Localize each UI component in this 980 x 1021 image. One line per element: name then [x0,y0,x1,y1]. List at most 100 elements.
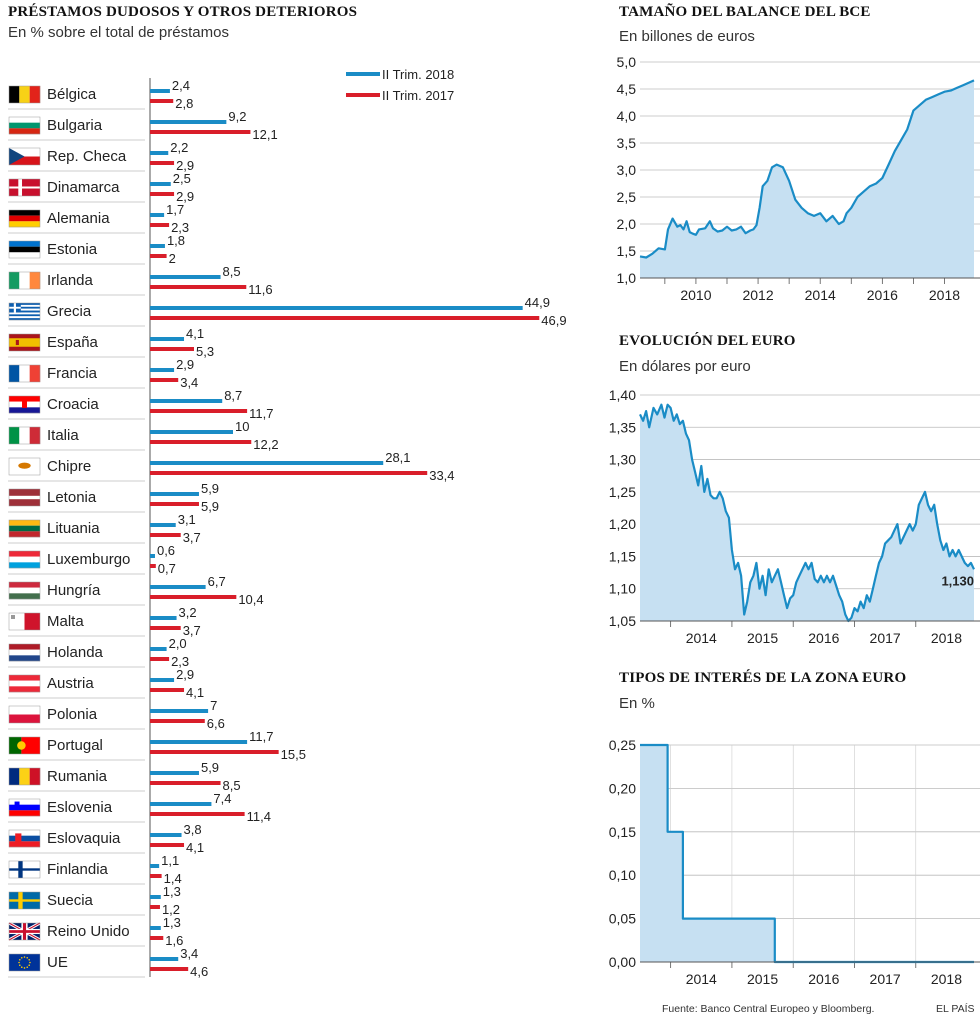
value-label-2018: 3,8 [184,822,202,837]
value-label-2018: 44,9 [525,295,550,310]
source-note: Fuente: Banco Central Europeo y Bloomber… [662,1003,875,1015]
x-tick-label: 2016 [808,971,839,987]
value-label-2018: 2,9 [176,357,194,372]
value-label-2018: 8,7 [224,388,242,403]
value-label-2018: 2,2 [170,140,188,155]
bar-2018 [150,151,169,155]
bar-2017 [150,967,189,971]
bar-2017 [150,254,167,258]
country-label: España [47,334,99,351]
flag-germany [8,209,41,228]
country-label: Croacia [47,396,99,413]
bar-2018 [150,275,221,279]
flag-belgium [8,85,41,104]
value-label-2017: 11,6 [248,282,272,297]
country-label: Hungría [47,582,101,599]
bar-2018 [150,306,523,310]
country-label: Austria [47,675,94,692]
y-tick-label: 1,10 [609,581,636,597]
value-label-2017: 4,1 [186,685,204,700]
credit: EL PAÍS [936,1003,975,1015]
bar-2017 [150,502,199,506]
legend-label-2018: II Trim. 2018 [382,67,454,82]
bar-2017 [150,316,540,320]
value-label-2018: 7,4 [213,791,231,806]
bar-2017 [150,812,245,816]
y-tick-label: 2,5 [617,189,637,205]
legend: II Trim. 2018 II Trim. 2017 [346,67,454,103]
value-label-2018: 0,6 [157,543,175,558]
bar-2018 [150,523,176,527]
country-label: Lituania [47,520,100,537]
y-tick-label: 5,0 [617,54,637,70]
bar-2017 [150,99,174,103]
bar-2017 [150,533,181,537]
value-label-2017: 2,8 [175,96,193,111]
flag-denmark [8,178,41,197]
country-label: Dinamarca [47,179,120,196]
value-label-2017: 2 [169,251,176,266]
bar-2018 [150,430,233,434]
value-label-2018: 1,1 [161,853,179,868]
y-tick-label: 0,05 [609,911,636,927]
bar-2017 [150,347,194,351]
bar-2018 [150,709,209,713]
bar-2017 [150,719,205,723]
country-label: Rumania [47,768,108,785]
value-label-2017: 6,6 [207,716,225,731]
value-label-2018: 3,2 [179,605,197,620]
x-tick-label: 2012 [742,287,773,303]
country-label: Alemania [47,210,110,227]
rates-chart-subtitle: En % [619,695,655,712]
bar-2017 [150,843,185,847]
bar-2017 [150,564,156,568]
bar-2018 [150,740,248,744]
x-tick-label: 2016 [808,630,839,646]
series-line [639,403,975,623]
balance-chart-title: TAMAÑO DEL BALANCE DEL BCE [619,4,871,20]
flag-france [8,364,41,383]
country-label: Letonia [47,489,97,506]
y-tick-label: 4,0 [617,108,637,124]
bar-chart-subtitle: En % sobre el total de préstamos [8,24,229,41]
x-tick-label: 2018 [931,971,962,987]
y-tick-label: 1,5 [617,243,637,259]
value-label-2018: 2,5 [173,171,191,186]
bar-2018 [150,864,160,868]
value-label-2017: 2,9 [176,189,194,204]
bar-2017 [150,750,279,754]
y-tick-label: 0,15 [609,824,636,840]
value-label-2018: 2,0 [169,636,187,651]
flag-bulgaria [8,116,41,135]
flag-hungary [8,581,41,600]
country-label: Eslovaquia [47,830,121,847]
bar-2017 [150,781,221,785]
bar-2018 [150,926,161,930]
bar-2018 [150,182,171,186]
rates-chart-title: TIPOS DE INTERÉS DE LA ZONA EURO [619,670,907,686]
y-tick-label: 1,35 [609,419,636,435]
value-label-2017: 3,7 [183,623,201,638]
legend-label-2017: II Trim. 2017 [382,88,454,103]
last-value-annotation: 1,130 [941,573,974,588]
flag-romania [8,767,41,786]
value-label-2017: 4,6 [190,964,208,979]
bar-2017 [150,936,164,940]
value-label-2018: 11,7 [249,729,273,744]
value-label-2017: 2,3 [171,654,189,669]
country-label: Portugal [47,737,103,754]
bar-chart-title: PRÉSTAMOS DUDOSOS Y OTROS DETERIOROS [8,4,358,20]
series-area [640,745,974,962]
country-label: Luxemburgo [47,551,130,568]
euro-chart-title: EVOLUCIÓN DEL EURO [619,333,796,349]
bar-2018 [150,616,177,620]
bar-2018 [150,585,206,589]
value-label-2017: 46,9 [541,313,566,328]
flag-greece [8,302,41,321]
y-tick-label: 4,5 [617,81,637,97]
value-label-2017: 1,4 [164,871,182,886]
bar-2017 [150,657,170,661]
bar-2017 [150,688,185,692]
value-label-2017: 5,9 [201,499,219,514]
flag-lithuania [8,519,41,538]
